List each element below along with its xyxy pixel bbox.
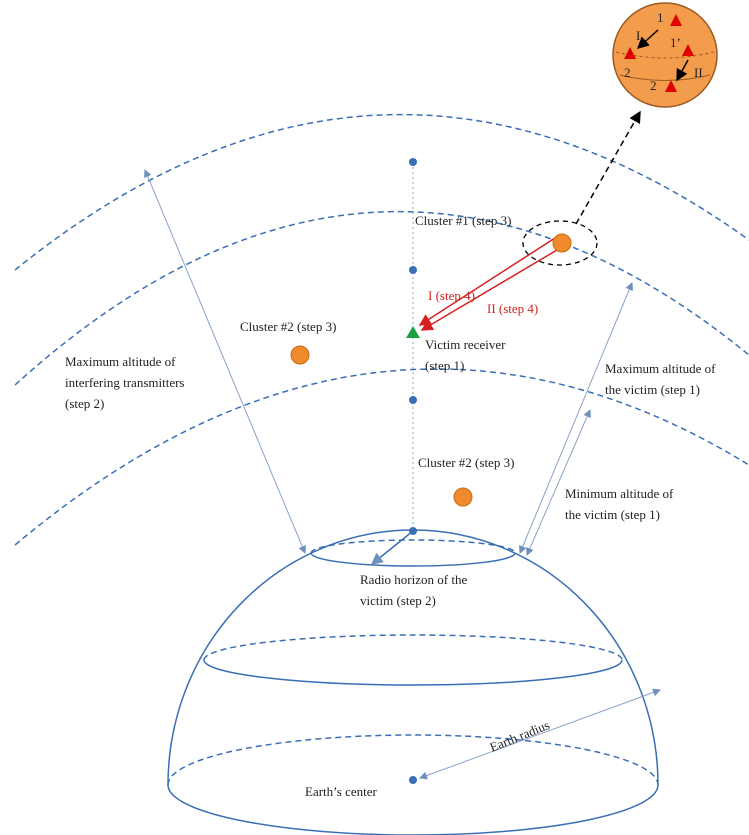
annotation-line: I (step 4) (428, 288, 475, 303)
annotation: Earth’s center (305, 784, 377, 799)
annotation-line: Earth’s center (305, 784, 377, 799)
inset-label: 2 (624, 65, 631, 80)
annotation-line: Cluster #1 (step 3) (415, 213, 511, 228)
annotation: Minimum altitude of the victim (step 1) (565, 486, 674, 522)
annotation: Maximum altitude of interfering transmitt… (65, 354, 185, 411)
annotation: Maximum altitude of the victim (step 1) (605, 361, 716, 397)
annotation-line: Maximum altitude of (65, 354, 176, 369)
annotation-line: (step 1) (425, 358, 464, 373)
annotation: Victim receiver (step 1) (425, 337, 506, 373)
annotation-line: the victim (step 1) (605, 382, 700, 397)
clusters (290, 220, 598, 507)
inset-label: 2 (650, 78, 657, 93)
inset-label: 1’ (670, 35, 681, 50)
annotation: II (step 4) (487, 301, 538, 316)
annotation-line: Victim receiver (425, 337, 506, 352)
annotation-line: Earth radius (488, 717, 552, 755)
annotation-line: interfering transmitters (65, 375, 185, 390)
annotation-line: Cluster #2 (step 3) (240, 319, 336, 334)
annotation-line: Radio horizon of the (360, 572, 467, 587)
annotation: Earth radius (488, 717, 552, 755)
labels: Cluster #1 (step 3) I (step 4) II (step 4)… (65, 10, 716, 799)
inset-label: II (694, 65, 703, 80)
inset (612, 2, 718, 108)
annotation: I (step 4) (428, 288, 475, 303)
annotation-line: II (step 4) (487, 301, 538, 316)
annotation: Cluster #2 (step 3) (418, 455, 514, 470)
inset-label: I (636, 28, 640, 43)
annotation-line: Maximum altitude of (605, 361, 716, 376)
annotation-line: (step 2) (65, 396, 104, 411)
altitude-arcs (14, 113, 749, 546)
annotation: Radio horizon of the victim (step 2) (360, 572, 467, 608)
annotation: Cluster #1 (step 3) (415, 213, 511, 228)
annotation-line: victim (step 2) (360, 593, 436, 608)
annotation: Cluster #2 (step 3) (240, 319, 336, 334)
arrows (144, 110, 661, 780)
annotation-line: Minimum altitude of (565, 486, 674, 501)
annotation-line: Cluster #2 (step 3) (418, 455, 514, 470)
annotation-line: the victim (step 1) (565, 507, 660, 522)
vertical-axis (409, 158, 417, 784)
inset-label: 1 (657, 10, 664, 25)
